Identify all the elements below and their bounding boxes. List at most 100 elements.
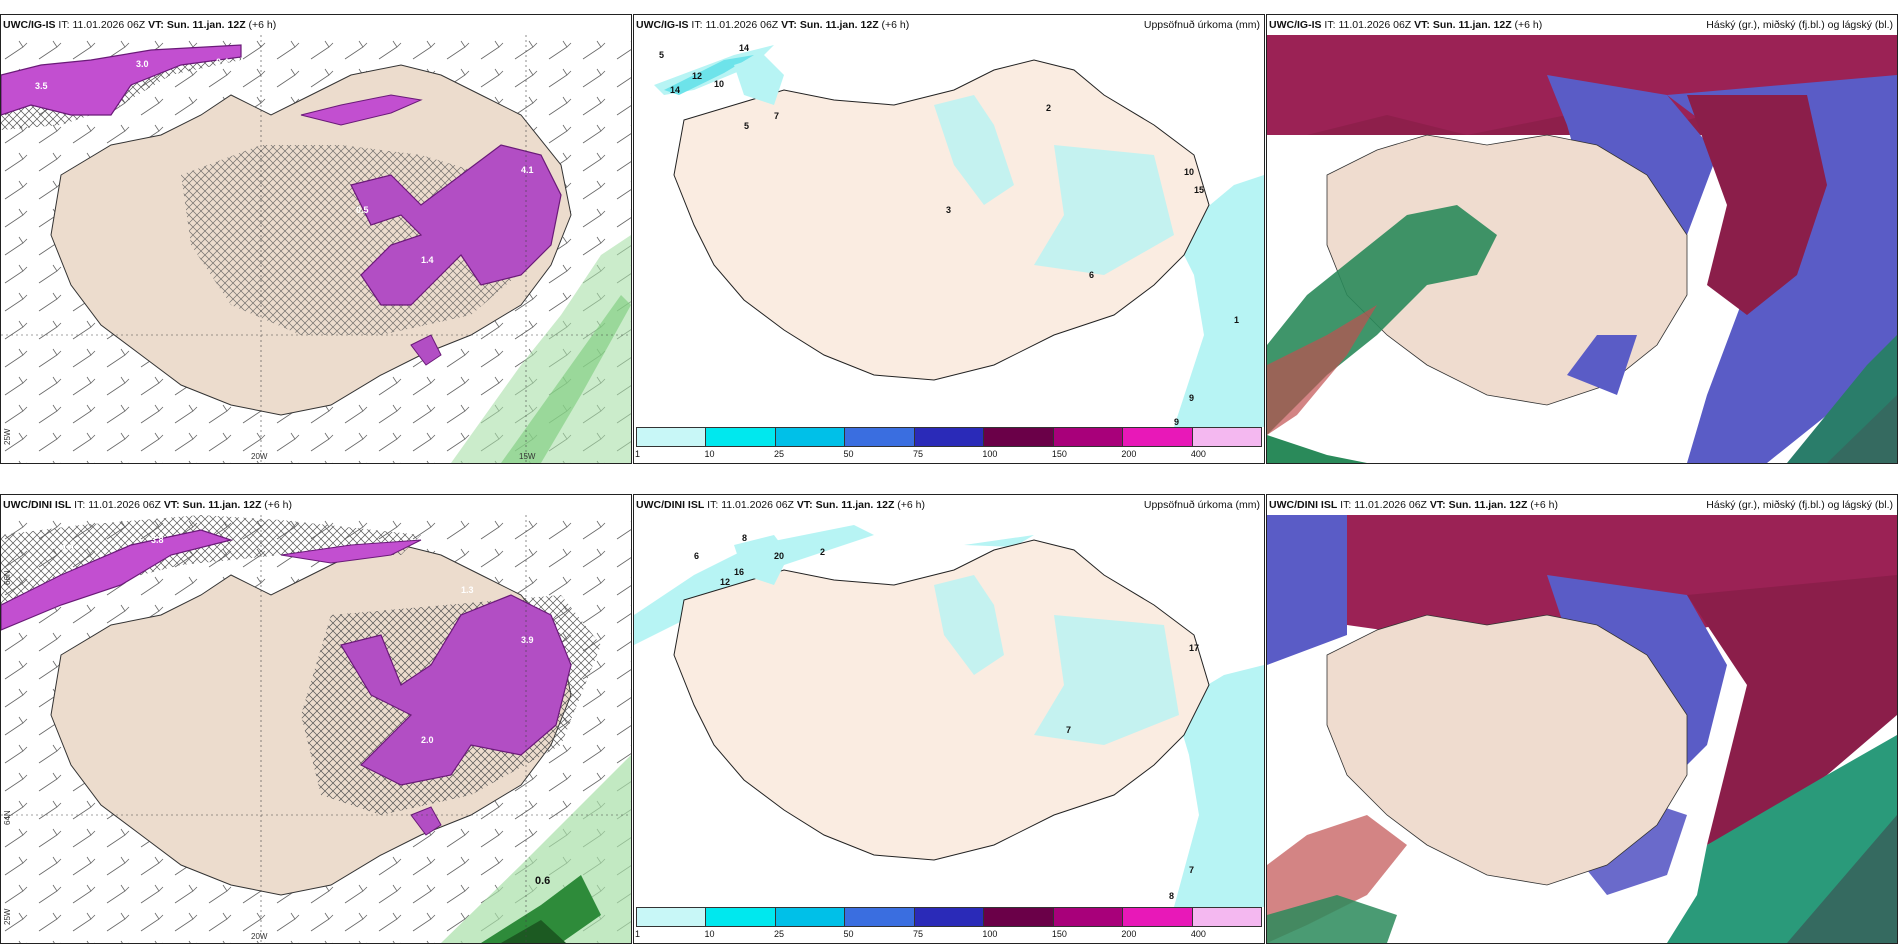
init-time: 11.01.2026 06Z: [721, 499, 794, 511]
precip-value: 6: [694, 551, 700, 561]
colorbar-tick: 1: [635, 929, 641, 939]
panel-header: UWC/IG-IS IT: 11.01.2026 06Z VT: Sun. 11…: [1267, 15, 1897, 35]
precip-value: 5: [659, 50, 665, 60]
snow-label: 0.4: [216, 57, 229, 67]
snow-label: 4.9: [61, 543, 74, 553]
map-canvas: [1267, 35, 1897, 463]
colorbar-cell: [914, 908, 985, 926]
valid-time: Sun. 11.jan. 12Z: [799, 19, 879, 31]
init-label: IT:: [74, 499, 86, 511]
colorbar-tick: 400: [1190, 449, 1206, 459]
valid-time: Sun. 11.jan. 12Z: [1432, 19, 1512, 31]
precip-value: 7: [1066, 725, 1072, 735]
map-canvas: [634, 35, 1264, 427]
precip-value: 3: [946, 205, 952, 215]
init-label: IT:: [58, 19, 70, 31]
snow-label: 3.5: [35, 81, 48, 91]
colorbar-cell: [1123, 908, 1193, 926]
colorbar-tick: 200: [1121, 449, 1137, 459]
snow-label: 2.0: [421, 735, 434, 745]
model-name: UWC/DINI ISL: [1269, 499, 1338, 511]
colorbar-tick: 50: [843, 449, 854, 459]
colorbar-cell: [845, 428, 915, 446]
precip-value: 6: [1089, 270, 1095, 280]
colorbar-cell: [637, 908, 707, 926]
colorbar-tick: 50: [843, 929, 854, 939]
panel-bottom-left-snow-wind: UWC/DINI ISL IT: 11.01.2026 06Z VT: Sun.…: [0, 494, 632, 944]
init-time: 11.01.2026 06Z: [1354, 499, 1427, 511]
colorbar-cell: [637, 428, 707, 446]
colorbar-tick: 400: [1190, 929, 1206, 939]
precip-value: 7: [774, 111, 780, 121]
model-name: UWC/IG-IS: [3, 19, 56, 31]
snow-label: 3.0: [136, 59, 149, 69]
colorbar-tick: 150: [1051, 449, 1067, 459]
panel-header: UWC/DINI ISL IT: 11.01.2026 06Z VT: Sun.…: [1267, 495, 1897, 515]
snow-label: 4.1: [521, 165, 534, 175]
init-time: 11.01.2026 06Z: [72, 19, 146, 31]
snow-label: 3.9: [521, 635, 534, 645]
colorbar-cell: [1053, 908, 1124, 926]
init-label: IT:: [707, 499, 719, 511]
precip-value: 1: [1234, 315, 1240, 325]
lat-label-64n: 64N: [3, 810, 12, 825]
colorbar-ticks: 1 10 25 50 75 100 150 200 400: [635, 449, 1262, 461]
precip-value: 7: [1189, 865, 1195, 875]
snow-label: 1.3: [461, 585, 474, 595]
panel-top-mid-precip: UWC/IG-IS IT: 11.01.2026 06Z VT: Sun. 11…: [633, 14, 1265, 464]
precip-value: 15: [1194, 185, 1205, 195]
map-canvas: [1267, 515, 1897, 943]
precip-value: 10: [1184, 167, 1195, 177]
precip-value: 14: [670, 85, 681, 95]
iceland-land: [1326, 614, 1688, 886]
iceland-land: [673, 59, 1210, 381]
colorbar-cell: [984, 908, 1054, 926]
model-name: UWC/DINI ISL: [636, 499, 705, 511]
colorbar-tick: 75: [912, 449, 923, 459]
snow-area: [340, 594, 572, 786]
colorbar-tick: 200: [1121, 929, 1137, 939]
panel-bottom-right-clouds: UWC/DINI ISL IT: 11.01.2026 06Z VT: Sun.…: [1266, 494, 1898, 944]
lon-label-25w: 25W: [3, 908, 12, 925]
valid-label: VT:: [163, 499, 180, 511]
green-contour-label: 0.6: [535, 875, 551, 887]
model-name: UWC/DINI ISL: [3, 499, 72, 511]
lon-label-20w: 20W: [251, 452, 268, 461]
lead-time: (+6 h): [264, 499, 293, 511]
precip-value: 10: [714, 79, 725, 89]
valid-time: Sun. 11.jan. 12Z: [166, 19, 246, 31]
precip-value: 12: [692, 71, 703, 81]
colorbar-cell: [1123, 428, 1193, 446]
colorbar: [636, 907, 1262, 927]
precip-value: 14: [739, 43, 750, 53]
lead-time: (+6 h): [1514, 19, 1543, 31]
precip-value: 20: [774, 551, 785, 561]
lon-label-20w: 20W: [251, 932, 268, 941]
colorbar-cell: [984, 428, 1054, 446]
colorbar-cell: [1192, 428, 1261, 446]
valid-time: Sun. 11.jan. 12Z: [1448, 499, 1528, 511]
panel-top-left-snow-wind: UWC/IG-IS IT: 11.01.2026 06Z VT: Sun. 11…: [0, 14, 632, 464]
field-title: Uppsöfnuð úrkoma (mm): [1143, 499, 1260, 511]
colorbar-tick: 1: [635, 449, 641, 459]
precip-value: 8: [742, 533, 748, 543]
field-title: Uppsöfnuð úrkoma (mm): [1143, 19, 1260, 31]
panel-top-right-clouds: UWC/IG-IS IT: 11.01.2026 06Z VT: Sun. 11…: [1266, 14, 1898, 464]
valid-time: Sun. 11.jan. 12Z: [182, 499, 262, 511]
panel-header: UWC/IG-IS IT: 11.01.2026 06Z VT: Sun. 11…: [634, 15, 1264, 35]
init-label: IT:: [1340, 499, 1352, 511]
precip-value: 9: [1174, 417, 1180, 427]
colorbar-tick: 100: [982, 929, 998, 939]
colorbar-tick: 10: [704, 449, 715, 459]
colorbar-cell: [775, 908, 846, 926]
valid-label: VT:: [1414, 19, 1430, 31]
precip-value: 5: [744, 121, 750, 131]
precip-value: 2: [1046, 103, 1052, 113]
colorbar-cell: [1053, 428, 1124, 446]
lon-label-25w: 25W: [3, 428, 12, 445]
map-canvas: [634, 515, 1264, 907]
init-time: 11.01.2026 06Z: [88, 499, 161, 511]
colorbar-tick: 150: [1051, 929, 1067, 939]
lead-time: (+6 h): [1530, 499, 1559, 511]
model-name: UWC/IG-IS: [636, 19, 689, 31]
